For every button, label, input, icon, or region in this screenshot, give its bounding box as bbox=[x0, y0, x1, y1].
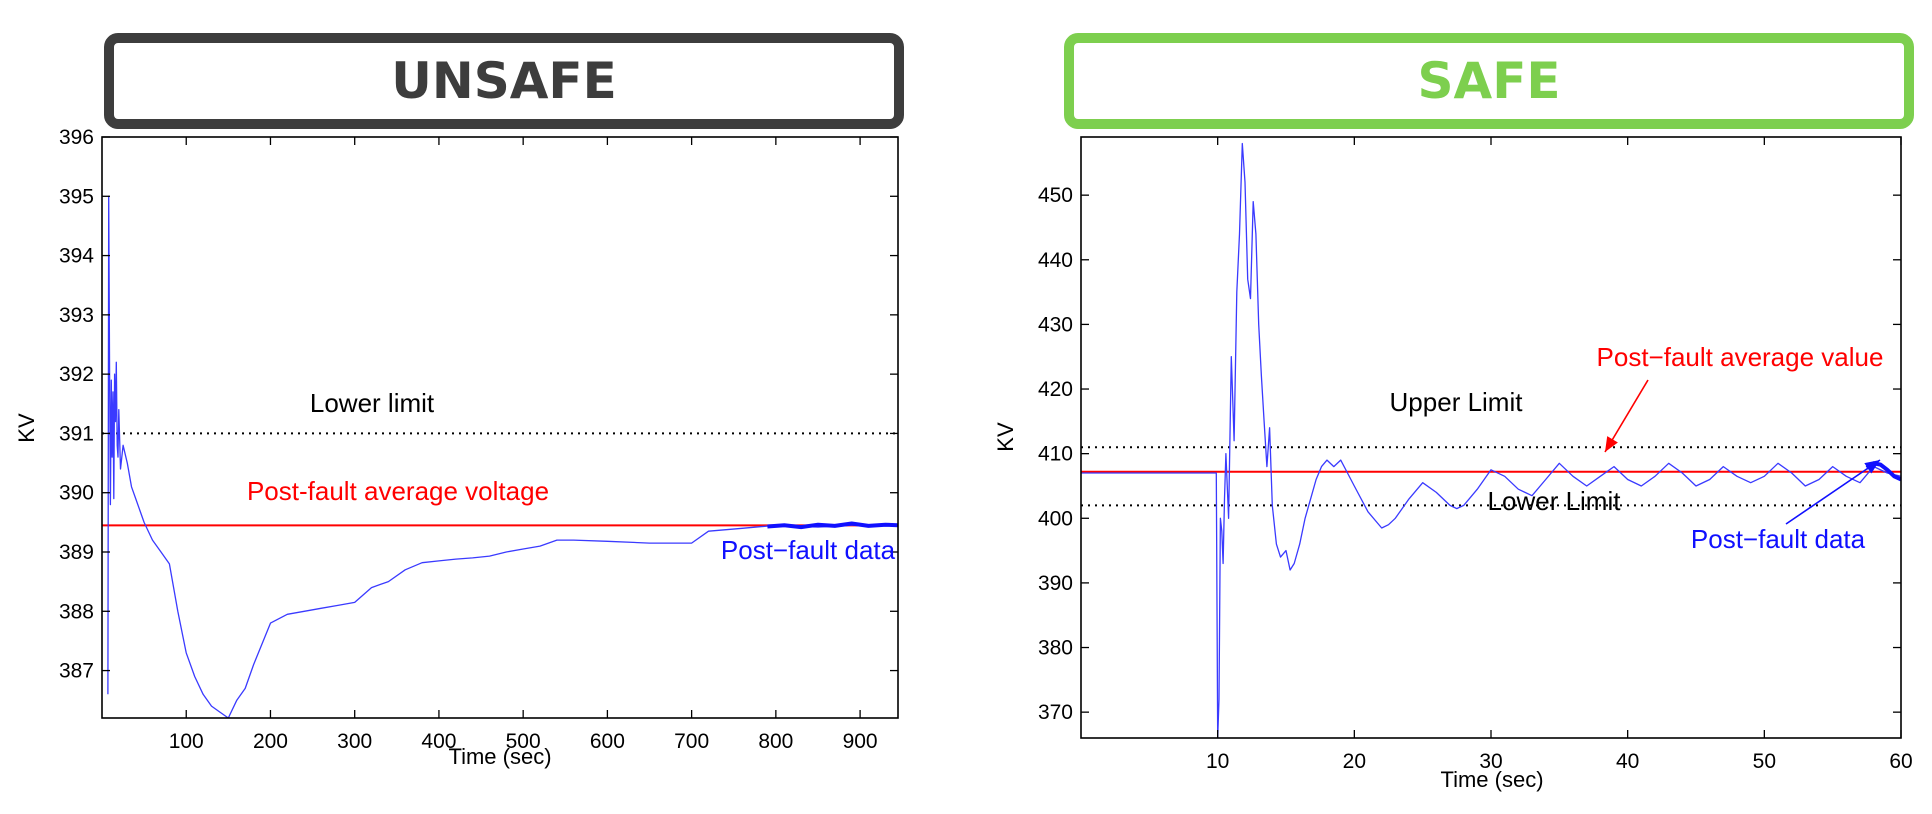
post-fault-data-label: Post−fault data bbox=[1691, 524, 1866, 554]
y-tick-label: 410 bbox=[1038, 443, 1073, 466]
unsafe-banner: UNSAFE bbox=[104, 33, 904, 129]
post-fault-data-label: Post−fault data bbox=[721, 535, 896, 565]
x-tick-label: 10 bbox=[1206, 750, 1229, 773]
post-fault-data-arrow bbox=[1785, 459, 1881, 525]
unsafe-banner-label: UNSAFE bbox=[391, 52, 617, 110]
limit-line-label: Lower Limit bbox=[1488, 486, 1622, 516]
y-tick-label: 391 bbox=[59, 422, 94, 445]
x-axis-label: Time (sec) bbox=[1440, 767, 1543, 792]
limit-line-label: Upper Limit bbox=[1390, 387, 1524, 417]
average-line-label: Post−fault average value bbox=[1597, 342, 1884, 372]
average-value-arrow-head bbox=[1605, 436, 1618, 452]
plot-frame bbox=[101, 136, 899, 719]
x-tick-label: 20 bbox=[1343, 750, 1366, 773]
safe-banner: SAFE bbox=[1064, 33, 1914, 129]
y-tick-label: 394 bbox=[59, 245, 94, 268]
post-fault-data-arrow-head bbox=[1864, 460, 1880, 474]
y-tick-label: 393 bbox=[59, 304, 94, 327]
x-tick-label: 100 bbox=[169, 730, 204, 753]
y-tick-label: 380 bbox=[1038, 637, 1073, 660]
x-tick-label: 200 bbox=[253, 730, 288, 753]
y-tick-label: 450 bbox=[1038, 184, 1073, 207]
x-tick-label: 700 bbox=[674, 730, 709, 753]
x-tick-label: 40 bbox=[1616, 750, 1639, 773]
y-tick-label: 430 bbox=[1038, 313, 1073, 336]
x-tick-label: 30 bbox=[1479, 750, 1502, 773]
y-tick-label: 389 bbox=[59, 541, 94, 564]
voltage-series-line bbox=[107, 195, 898, 718]
post-fault-data-line bbox=[767, 521, 898, 530]
x-tick-label: 600 bbox=[590, 730, 625, 753]
x-tick-label: 900 bbox=[843, 730, 878, 753]
y-tick-label: 400 bbox=[1038, 507, 1073, 530]
y-tick-label: 388 bbox=[59, 600, 94, 623]
y-tick-label: 396 bbox=[59, 126, 94, 149]
y-tick-label: 395 bbox=[59, 185, 94, 208]
x-axis-label: Time (sec) bbox=[448, 744, 551, 769]
x-tick-label: 50 bbox=[1753, 750, 1776, 773]
x-tick-label: 60 bbox=[1889, 750, 1912, 773]
y-tick-label: 420 bbox=[1038, 378, 1073, 401]
y-axis-label: KV bbox=[14, 413, 39, 443]
safe-banner-label: SAFE bbox=[1417, 52, 1561, 110]
average-line-label: Post-fault average voltage bbox=[247, 476, 549, 506]
y-tick-label: 370 bbox=[1038, 701, 1073, 724]
x-tick-label: 500 bbox=[506, 730, 541, 753]
y-tick-label: 392 bbox=[59, 363, 94, 386]
x-tick-label: 800 bbox=[758, 730, 793, 753]
y-axis-label: KV bbox=[993, 422, 1018, 452]
x-tick-label: 300 bbox=[337, 730, 372, 753]
y-tick-label: 440 bbox=[1038, 249, 1073, 272]
voltage-series-line bbox=[1081, 142, 1901, 738]
x-tick-label: 400 bbox=[421, 730, 456, 753]
y-tick-label: 387 bbox=[59, 660, 94, 683]
y-tick-label: 390 bbox=[59, 482, 94, 505]
limit-line-label: Lower limit bbox=[310, 388, 435, 418]
y-tick-label: 390 bbox=[1038, 572, 1073, 595]
plot-frame bbox=[1080, 136, 1902, 739]
